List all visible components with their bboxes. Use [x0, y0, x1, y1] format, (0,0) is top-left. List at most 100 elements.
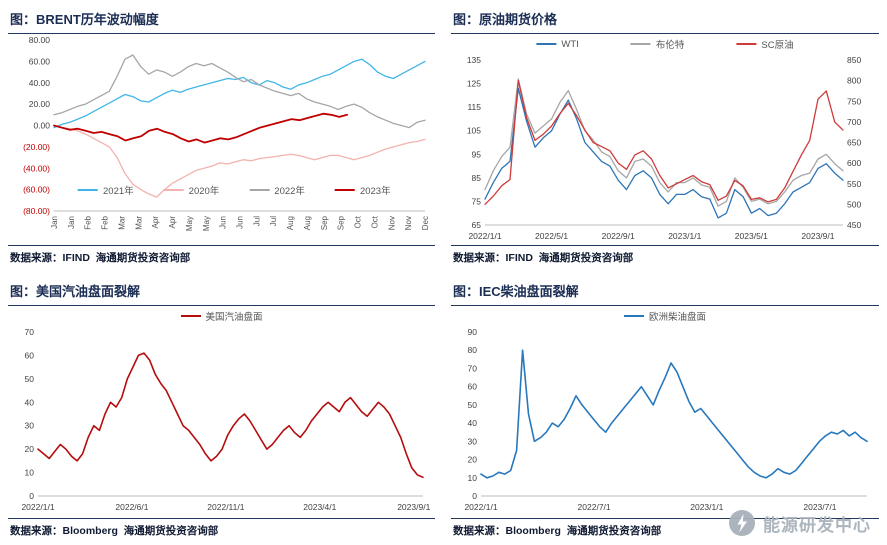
axis-tick-label: 2023/4/1 — [303, 502, 336, 512]
legend-label: 欧洲柴油盘面 — [648, 312, 707, 323]
legend-label: 2023年 — [359, 186, 391, 197]
panel-title: 图：BRENT历年波动幅度 — [8, 0, 435, 34]
series-line-2023年 — [53, 112, 349, 144]
legend-swatch — [78, 188, 99, 192]
axis-tick-label: 125 — [467, 79, 481, 89]
axis-tick-label: 2022/9/1 — [602, 231, 635, 241]
legend-label: 2021年 — [103, 186, 134, 197]
legend: 美国汽油盘面 — [180, 309, 263, 323]
axis-tick-label: 30 — [468, 436, 478, 446]
axis-tick-label: 2023/1/1 — [690, 502, 723, 512]
axis-tick-label: 2022/1/1 — [21, 502, 54, 512]
legend-item: WTI — [536, 39, 579, 50]
chart-area: 135 125 115 105 95 85 75 65 850 800 750 700 650 600 55… — [451, 34, 879, 245]
axis-tick-label: Apr — [151, 216, 160, 229]
data-source: 数据来源：Bloomberg 海通期货投资咨询部 — [451, 518, 879, 545]
axis-tick-label: 40.00 — [29, 78, 51, 88]
data-source: 数据来源：Bloomberg 海通期货投资咨询部 — [8, 518, 435, 545]
axis-tick-label: May — [185, 216, 194, 231]
axis-tick-label: Mar — [134, 216, 143, 230]
axis-tick-label: 850 — [847, 55, 861, 65]
axis-tick-label: Aug — [303, 216, 312, 230]
axis-tick-label: Apr — [168, 216, 177, 229]
axis-tick-label: 650 — [847, 138, 861, 148]
axis-tick-label: 750 — [847, 96, 861, 106]
watermark-text: 能源研发中心 — [763, 515, 871, 535]
axis-tick-label: 600 — [847, 158, 861, 168]
axis-tick-label: Jun — [219, 216, 228, 229]
axis-tick-label: 50 — [25, 374, 35, 384]
axis-tick-label: Jan — [67, 216, 76, 229]
axis-tick-label: 60 — [25, 350, 35, 360]
axis-tick-label: Jun — [236, 216, 245, 229]
axis-tick-label: 50 — [468, 400, 478, 410]
series-line-美国汽油盘面 — [37, 352, 424, 479]
legend-item: 2022年 — [249, 183, 305, 197]
legend-swatch — [623, 314, 644, 318]
axis-tick-label: Sep — [320, 215, 329, 230]
axis-tick-label: 500 — [847, 199, 861, 209]
legend-swatch — [536, 42, 557, 46]
series-line-欧洲柴油盘面 — [480, 349, 868, 479]
watermark: 能源研发中心 — [728, 509, 871, 537]
legend-item: 2020年 — [163, 183, 219, 197]
axis-tick-label: 2022/5/1 — [535, 231, 568, 241]
axis-tick-label: Mar — [117, 216, 126, 230]
axis-tick-label: 30 — [25, 421, 35, 431]
axis-tick-label: 2022/6/1 — [115, 502, 148, 512]
axis-tick-label: Dec — [421, 216, 430, 230]
axis-tick-label: 40 — [25, 397, 35, 407]
axis-tick-label: 10 — [468, 473, 478, 483]
legend-swatch — [249, 188, 270, 192]
legend-item: 2021年 — [78, 183, 134, 197]
axis-tick-label: 2023/9/1 — [397, 502, 430, 512]
axis-tick-label: 70 — [468, 363, 478, 373]
panel-title: 图：原油期货价格 — [451, 0, 879, 34]
legend: 欧洲柴油盘面 — [623, 309, 707, 323]
series-line-SC原油 — [484, 79, 844, 206]
energy-logo-icon — [729, 510, 755, 536]
series-line-2020年 — [53, 124, 426, 198]
data-source: 数据来源：IFIND 海通期货投资咨询部 — [8, 245, 435, 272]
axis-tick-label: 115 — [467, 102, 481, 112]
axis-tick-label: 90 — [468, 327, 478, 337]
chart-area: 80.00 60.00 40.00 20.00 0.00 (20.00) (40.00) (6… — [8, 34, 435, 245]
axis-tick-label: 2022/7/1 — [578, 502, 611, 512]
axis-tick-label: 105 — [467, 126, 481, 136]
series-line-2021年 — [53, 58, 426, 129]
axis-tick-label: 450 — [847, 220, 861, 230]
axis-tick-label: Nov — [404, 216, 413, 230]
legend-swatch — [163, 188, 184, 192]
axis-tick-label: 2023/9/1 — [801, 231, 834, 241]
axis-tick-label: 80 — [468, 345, 478, 355]
axis-tick-label: 70 — [25, 327, 35, 337]
axis-tick-label: 550 — [847, 179, 861, 189]
axis-tick-label: 0 — [472, 491, 477, 501]
legend-item: 2023年 — [334, 183, 391, 197]
legend-swatch — [334, 188, 355, 192]
axis-tick-label: 2022/1/1 — [464, 502, 497, 512]
axis-tick-label: May — [202, 216, 211, 231]
chart-area: 90 80 70 60 50 40 30 20 10 0 2022/1/1 2022/7/1 2023/… — [451, 306, 879, 518]
legend-label: 美国汽油盘面 — [205, 312, 263, 323]
brent-volatility-chart-canvas: 80.00 60.00 40.00 20.00 0.00 (20.00) (40.00) (6… — [23, 35, 430, 231]
legend-label: 2022年 — [274, 186, 305, 197]
axis-tick-label: 95 — [472, 149, 482, 159]
axis-tick-label: 85 — [472, 173, 482, 183]
axis-tick-label: 2022/1/1 — [468, 231, 501, 241]
axis-tick-label: Jul — [269, 216, 278, 226]
series-line-布伦特 — [484, 78, 844, 207]
axis-tick-label: 60 — [468, 382, 478, 392]
axis-tick-label: Feb — [84, 215, 93, 229]
panel-title: 图：IEC柴油盘面裂解 — [451, 272, 879, 306]
axis-tick-label: (60.00) — [23, 185, 50, 195]
axis-tick-label: Oct — [370, 215, 379, 228]
axis-tick-label: (20.00) — [23, 142, 50, 152]
series-line-WTI — [484, 87, 844, 219]
axis-tick-label: (80.00) — [23, 206, 50, 216]
axis-tick-label: 20 — [25, 444, 35, 454]
legend-label: 布伦特 — [655, 40, 685, 51]
